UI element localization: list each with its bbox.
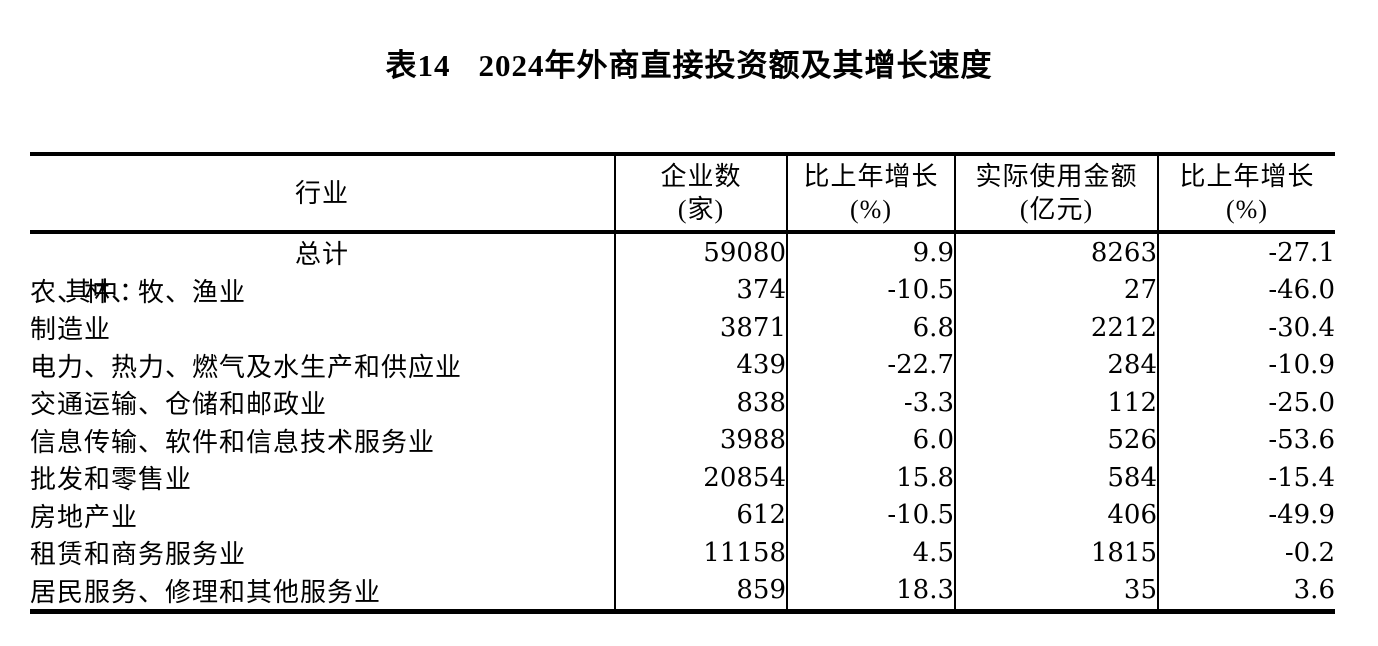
header-amount-growth-line2: (%) [1226, 195, 1268, 224]
table-row: 居民服务、修理和其他服务业 859 18.3 35 3.6 [30, 571, 1335, 612]
header-amount-line1: 实际使用金额 [975, 162, 1138, 191]
amount-growth-cell: 3.6 [1157, 571, 1335, 612]
header-enterprises-line1: 企业数 [660, 162, 742, 191]
industry-name: 农、林、牧、渔业 [30, 277, 247, 307]
among-which-label: 其中： [65, 277, 147, 307]
industry-name: 批发和零售业 [30, 465, 193, 495]
industry-name: 信息传输、软件和信息技术服务业 [30, 427, 436, 457]
enterprises-cell: 374 [614, 271, 787, 309]
enterprises-growth-cell: 18.3 [786, 571, 955, 612]
table-row: 批发和零售业 20854 15.8 584 -15.4 [30, 459, 1335, 497]
enterprises-growth-cell: 15.8 [786, 459, 955, 497]
industry-name: 租赁和商务服务业 [30, 540, 247, 570]
enterprises-growth-cell: -3.3 [786, 384, 955, 422]
table-body: 总计 59080 9.9 8263 -27.1 其中： 农、林、牧、渔业 374 … [30, 232, 1335, 612]
table-row: 其中： 农、林、牧、渔业 374 -10.5 27 -46.0 [30, 271, 1335, 310]
industry-name: 交通运输、仓储和邮政业 [30, 390, 328, 420]
amount-growth-cell: -0.2 [1157, 534, 1335, 572]
amount-cell: 35 [954, 571, 1158, 612]
table-number: 表14 [385, 48, 451, 83]
amount-growth-cell: -27.1 [1157, 232, 1335, 272]
industry-cell: 电力、热力、燃气及水生产和供应业 [30, 347, 615, 385]
enterprises-growth-cell: 6.8 [786, 309, 955, 347]
amount-cell: 526 [954, 421, 1158, 459]
amount-growth-cell: -25.0 [1157, 384, 1335, 422]
table-row: 租赁和商务服务业 11158 4.5 1815 -0.2 [30, 534, 1335, 572]
fdi-table: 行业 企业数 (家) 比上年增长 (%) 实际使用金额 (亿元) 比上年增长 (… [30, 152, 1335, 614]
amount-cell: 406 [954, 496, 1158, 534]
enterprises-cell: 612 [614, 496, 787, 534]
table-row: 信息传输、软件和信息技术服务业 3988 6.0 526 -53.6 [30, 421, 1335, 460]
amount-cell: 112 [954, 384, 1158, 422]
header-enterprises-growth-line2: (%) [850, 195, 892, 224]
amount-cell: 2212 [954, 309, 1158, 347]
table-title: 表14 2024年外商直接投资额及其增长速度 [0, 40, 1378, 85]
enterprises-cell: 11158 [614, 534, 787, 572]
amount-growth-cell: -53.6 [1157, 421, 1335, 459]
industry-name: 房地产业 [30, 502, 139, 532]
header-enterprises-growth: 比上年增长 (%) [786, 154, 955, 234]
table-row: 制造业 3871 6.8 2212 -30.4 [30, 309, 1335, 347]
amount-cell: 27 [954, 271, 1158, 309]
enterprises-cell: 20854 [614, 459, 787, 497]
amount-growth-cell: -10.9 [1157, 346, 1335, 384]
enterprises-cell: 59080 [614, 232, 787, 272]
amount-cell: 8263 [954, 232, 1158, 272]
amount-cell: 584 [954, 459, 1158, 497]
table-row: 交通运输、仓储和邮政业 838 -3.3 112 -25.0 [30, 384, 1335, 422]
header-row: 行业 企业数 (家) 比上年增长 (%) 实际使用金额 (亿元) 比上年增长 (… [30, 154, 1335, 234]
enterprises-growth-cell: -10.5 [786, 271, 955, 309]
industry-cell: 居民服务、修理和其他服务业 [30, 572, 615, 612]
amount-growth-cell: -49.9 [1157, 496, 1335, 534]
header-enterprises: 企业数 (家) [614, 154, 787, 234]
header-amount: 实际使用金额 (亿元) [954, 154, 1158, 234]
industry-name: 制造业 [30, 315, 112, 345]
amount-cell: 1815 [954, 534, 1158, 572]
table-row: 电力、热力、燃气及水生产和供应业 439 -22.7 284 -10.9 [30, 346, 1335, 385]
table-row: 房地产业 612 -10.5 406 -49.9 [30, 496, 1335, 535]
industry-name: 居民服务、修理和其他服务业 [30, 577, 382, 607]
industry-cell: 租赁和商务服务业 [30, 534, 615, 572]
enterprises-cell: 439 [614, 346, 787, 384]
industry-cell: 房地产业 [30, 497, 615, 535]
table-header: 行业 企业数 (家) 比上年增长 (%) 实际使用金额 (亿元) 比上年增长 (… [30, 154, 1335, 234]
industry-cell: 批发和零售业 [30, 459, 615, 497]
amount-growth-cell: -30.4 [1157, 309, 1335, 347]
table-title-text: 2024年外商直接投资额及其增长速度 [478, 48, 993, 83]
enterprises-growth-cell: 4.5 [786, 534, 955, 572]
header-enterprises-growth-line1: 比上年增长 [803, 162, 939, 191]
enterprises-growth-cell: 9.9 [786, 232, 955, 272]
header-industry: 行业 [30, 154, 615, 234]
table-row-total: 总计 59080 9.9 8263 -27.1 [30, 232, 1335, 272]
enterprises-growth-cell: -10.5 [786, 496, 955, 534]
enterprises-cell: 3988 [614, 421, 787, 459]
industry-cell: 总计 [294, 240, 349, 270]
industry-cell: 其中： 农、林、牧、渔业 [30, 272, 615, 310]
header-amount-line2: (亿元) [1019, 195, 1094, 224]
amount-growth-cell: -15.4 [1157, 459, 1335, 497]
amount-cell: 284 [954, 346, 1158, 384]
industry-cell: 交通运输、仓储和邮政业 [30, 384, 615, 422]
enterprises-growth-cell: 6.0 [786, 421, 955, 459]
industry-cell: 制造业 [30, 309, 615, 347]
enterprises-cell: 838 [614, 384, 787, 422]
industry-cell: 信息传输、软件和信息技术服务业 [30, 422, 615, 460]
enterprises-growth-cell: -22.7 [786, 346, 955, 384]
enterprises-cell: 3871 [614, 309, 787, 347]
header-amount-growth: 比上年增长 (%) [1157, 154, 1335, 234]
enterprises-cell: 859 [614, 571, 787, 612]
header-amount-growth-line1: 比上年增长 [1179, 162, 1315, 191]
amount-growth-cell: -46.0 [1157, 271, 1335, 309]
header-enterprises-line2: (家) [677, 195, 725, 224]
industry-name: 电力、热力、燃气及水生产和供应业 [30, 352, 463, 382]
